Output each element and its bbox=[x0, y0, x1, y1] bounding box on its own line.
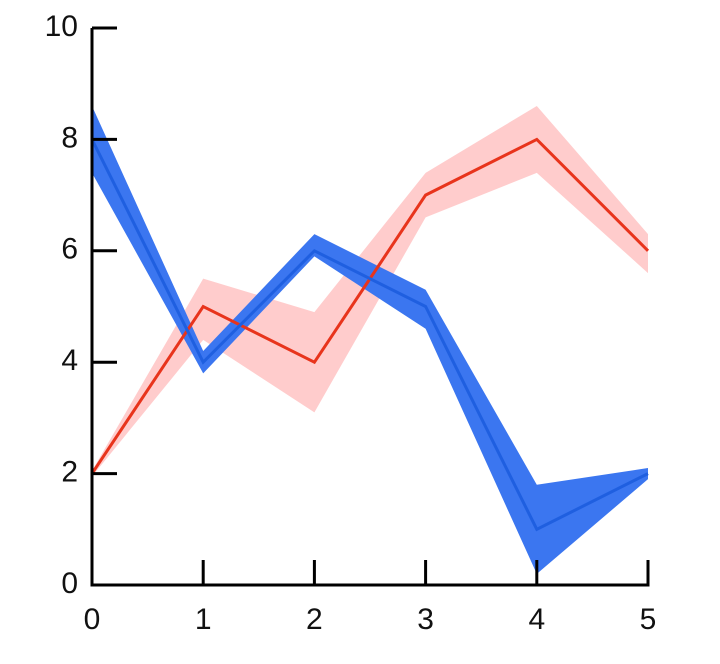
line bbox=[90, 138, 649, 532]
x-tick-label: 0 bbox=[84, 603, 101, 636]
y-tick-label: 10 bbox=[45, 10, 78, 43]
y-tick-label: 8 bbox=[61, 121, 78, 154]
x-tick-label: 3 bbox=[417, 603, 434, 636]
x-tick-label: 4 bbox=[528, 603, 545, 636]
y-tick-label: 2 bbox=[61, 456, 78, 489]
x-tick-label: 2 bbox=[306, 603, 323, 636]
y-tick-label: 4 bbox=[61, 344, 78, 377]
band bbox=[92, 105, 648, 574]
x-tick-label: 5 bbox=[640, 603, 657, 636]
y-tick-label: 0 bbox=[61, 567, 78, 600]
y-tick-label: 6 bbox=[61, 233, 78, 266]
x-tick-label: 1 bbox=[195, 603, 212, 636]
